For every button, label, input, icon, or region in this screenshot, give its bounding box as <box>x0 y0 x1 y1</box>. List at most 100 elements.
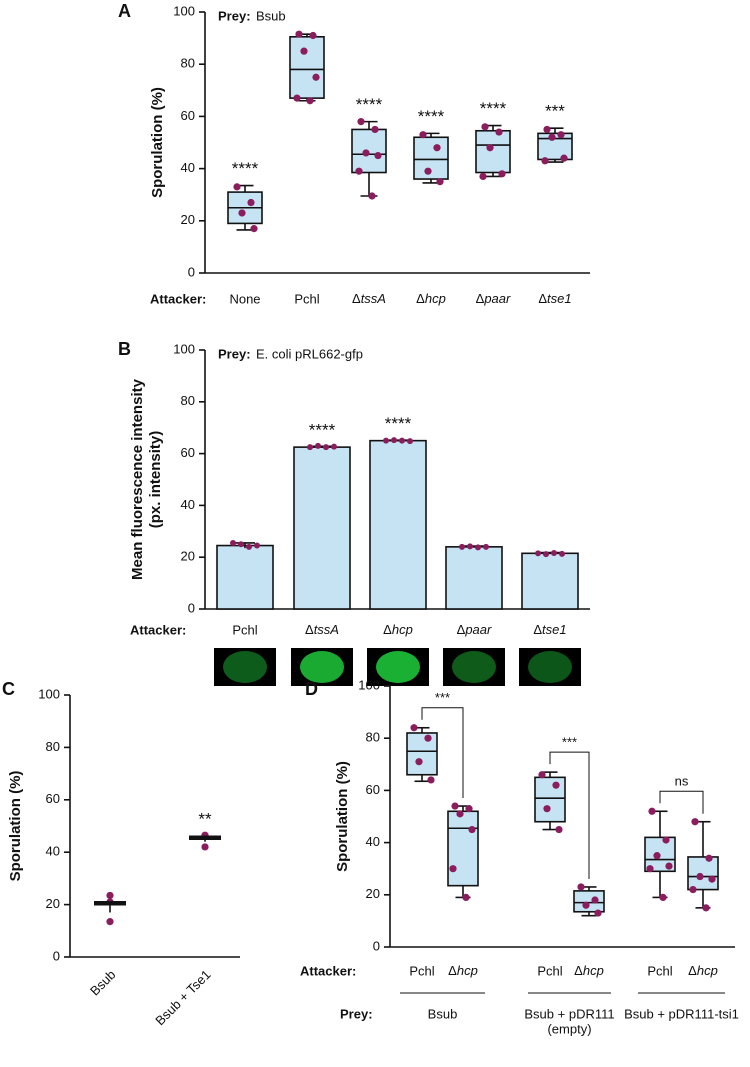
significance-bracket <box>659 790 704 814</box>
box <box>687 856 719 891</box>
fluorescence-image <box>452 651 496 683</box>
data-point <box>399 437 405 444</box>
x-tick-label: Δhcp <box>574 963 604 978</box>
box <box>289 35 325 99</box>
significance: *** <box>562 735 577 750</box>
data-point <box>368 192 376 200</box>
data-point <box>433 144 441 152</box>
data-point <box>543 551 549 558</box>
data-point <box>541 157 549 165</box>
data-point <box>543 125 551 134</box>
y-tick-label: 20 <box>181 549 195 564</box>
data-point <box>201 843 209 851</box>
x-tick-label: Bsub + Tse1 <box>152 967 213 1028</box>
data-point <box>481 123 489 131</box>
data-point <box>233 183 241 191</box>
data-point <box>312 73 320 81</box>
data-point <box>653 852 661 860</box>
data-point <box>323 444 329 451</box>
data-point <box>557 131 565 139</box>
data-point <box>424 734 432 742</box>
x-tick-label: Δhcp <box>383 622 413 637</box>
panel-letter: B <box>118 339 131 359</box>
significance: **** <box>309 421 336 440</box>
x-tick-label: Pchl <box>232 622 257 637</box>
prey-value: E. coli pRL662-gfp <box>256 346 363 361</box>
panel-letter: D <box>305 679 318 699</box>
y-tick-label: 40 <box>181 160 195 175</box>
data-point <box>465 805 473 813</box>
significance: **** <box>232 159 259 178</box>
bar <box>521 552 579 610</box>
box <box>534 776 566 823</box>
data-point <box>106 891 114 900</box>
significance-bracket <box>549 751 590 879</box>
y-tick-label: 20 <box>46 896 60 911</box>
data-point <box>560 154 568 162</box>
box <box>475 129 511 174</box>
data-point <box>551 550 557 557</box>
prey-value: Bsub <box>256 8 286 23</box>
data-point <box>696 872 704 881</box>
data-point <box>659 893 667 902</box>
data-point <box>295 30 303 38</box>
y-axis-label: Sporulation (%) <box>7 771 24 882</box>
x-tick-label: Δtse1 <box>533 622 566 637</box>
data-point <box>535 550 541 557</box>
y-tick-label: 60 <box>181 108 195 123</box>
attacker-label: Attacker: <box>300 963 356 978</box>
y-tick-label: 80 <box>181 56 195 71</box>
x-tick-label: Δhcp <box>688 963 718 978</box>
data-point <box>419 131 427 139</box>
x-tick-label: ΔtssA <box>305 622 339 637</box>
x-tick-label: Δtse1 <box>538 291 571 306</box>
data-point <box>250 225 258 233</box>
data-point <box>495 128 503 136</box>
data-point <box>246 543 252 550</box>
data-point <box>468 825 476 834</box>
data-point <box>665 862 673 870</box>
significance: ** <box>198 809 212 828</box>
data-point <box>467 543 473 550</box>
data-point <box>362 149 370 157</box>
bar <box>445 546 503 610</box>
significance: *** <box>435 690 450 705</box>
data-point <box>230 539 236 546</box>
data-point <box>559 550 565 557</box>
data-point <box>548 133 556 141</box>
data-point <box>591 896 599 904</box>
x-tick-label: Δhcp <box>416 291 446 306</box>
data-point <box>357 118 365 126</box>
box <box>406 732 438 776</box>
significance: ns <box>675 774 689 789</box>
y-tick-label: 60 <box>366 782 380 797</box>
significance: **** <box>480 99 507 118</box>
data-point <box>705 854 713 862</box>
data-point <box>691 818 699 826</box>
prey-label: Bsub + pDR111-tsi1 <box>624 1006 739 1021</box>
data-point <box>543 805 551 813</box>
y-tick-label: 0 <box>373 938 380 953</box>
data-point <box>552 781 560 789</box>
data-point <box>106 918 114 926</box>
fluorescence-image <box>223 651 267 683</box>
prey-row-label: Prey: <box>340 1006 373 1021</box>
attacker-label: Attacker: <box>130 622 186 637</box>
box <box>447 810 479 887</box>
prey-label: Prey: <box>218 346 251 361</box>
data-point <box>449 865 457 873</box>
data-point <box>306 97 314 105</box>
data-point <box>254 542 260 549</box>
image-frame <box>214 648 276 686</box>
y-tick-label: 80 <box>181 393 195 408</box>
y-tick-label: 0 <box>53 948 60 963</box>
data-point <box>355 167 363 175</box>
data-point <box>383 437 389 444</box>
data-point <box>300 47 308 55</box>
image-frame <box>443 648 505 686</box>
data-point <box>238 209 246 217</box>
significance: **** <box>356 95 383 114</box>
y-axis-label: Sporulation (%) <box>334 761 351 872</box>
data-point <box>538 771 546 779</box>
data-point <box>427 776 435 784</box>
